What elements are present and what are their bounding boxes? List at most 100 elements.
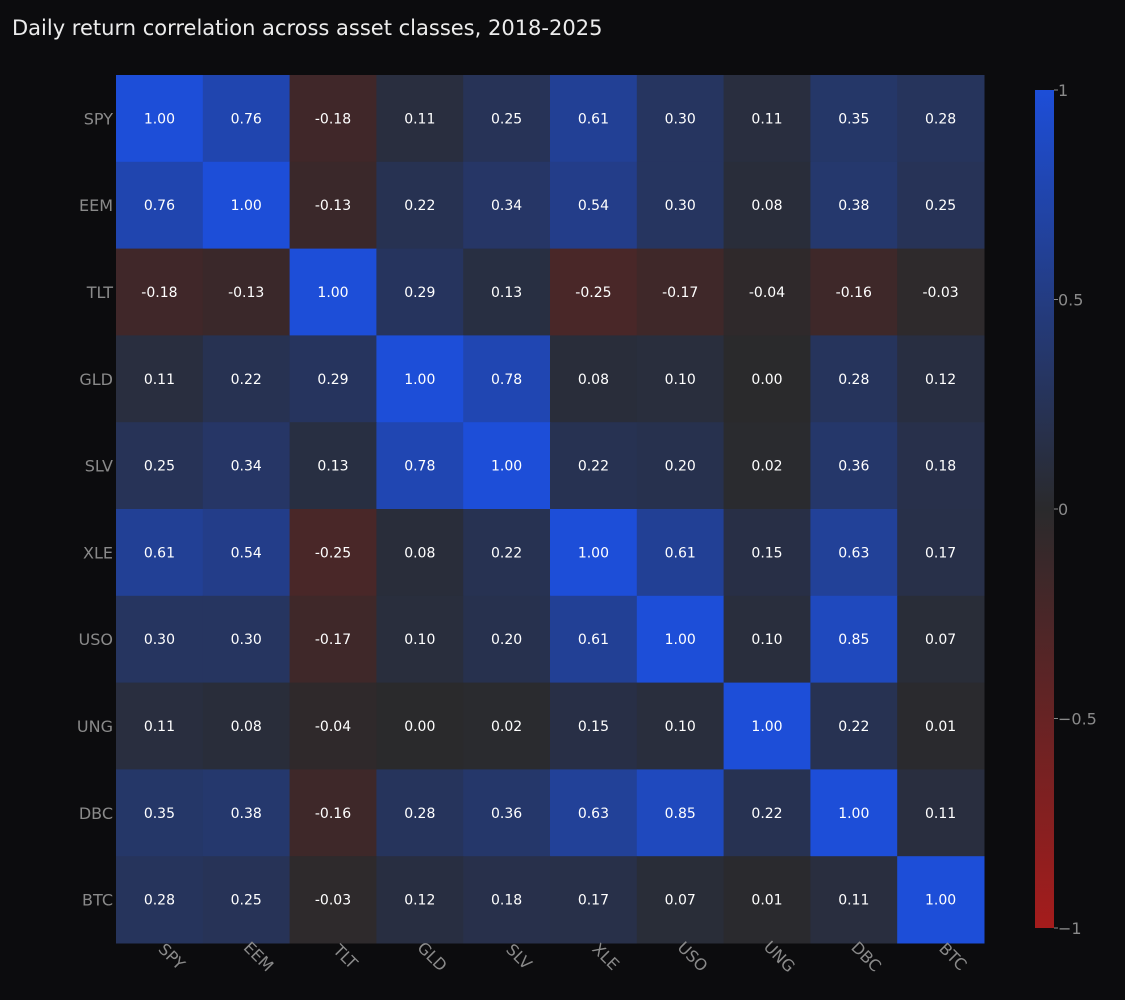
cell-value-label: 0.08 <box>404 545 435 561</box>
heatmap-cell <box>550 248 638 336</box>
y-tick-label: DBC <box>79 804 113 823</box>
heatmap-cell <box>289 769 377 857</box>
cell-value-label: 0.78 <box>491 372 522 388</box>
y-tick-label: XLE <box>83 543 113 562</box>
cell-value-label: 0.22 <box>404 198 435 214</box>
chart-title: Daily return correlation across asset cl… <box>12 16 603 40</box>
heatmap-cell <box>289 422 377 510</box>
x-tick-label: GLD <box>414 938 451 975</box>
heatmap-cell <box>636 856 725 944</box>
cell-value-label: 0.61 <box>665 545 696 561</box>
cell-value-label: 0.17 <box>925 545 956 561</box>
cell-value-label: 0.78 <box>404 459 435 475</box>
cell-value-label: 0.07 <box>925 632 956 648</box>
heatmap-cell <box>636 248 725 336</box>
cell-value-label: 0.02 <box>751 459 782 475</box>
heatmap-cell <box>897 595 985 684</box>
cell-value-label: 0.15 <box>578 719 609 735</box>
cell-value-label: 1.00 <box>491 459 522 475</box>
cell-value-label: 0.00 <box>404 719 435 735</box>
heatmap-cell <box>463 75 551 163</box>
cell-value-label: 0.08 <box>578 372 609 388</box>
heatmap-cell <box>376 509 464 597</box>
heatmap-cell <box>376 595 464 684</box>
cell-value-label: 1.00 <box>751 719 782 735</box>
heatmap-cell <box>810 422 898 510</box>
cell-value-label: 0.85 <box>665 806 696 822</box>
cell-value-label: 0.12 <box>925 372 956 388</box>
cell-value-label: 0.18 <box>491 893 522 909</box>
y-tick-label: GLD <box>79 370 113 389</box>
cell-value-label: 0.29 <box>404 285 435 301</box>
heatmap-cell <box>463 422 551 510</box>
heatmap-cell <box>116 335 204 423</box>
heatmap-cell <box>116 161 204 250</box>
cell-value-label: 0.25 <box>491 111 522 127</box>
cell-value-label: 0.25 <box>925 198 956 214</box>
heatmap-cell <box>550 769 638 857</box>
heatmap-cell <box>810 509 898 597</box>
cell-value-label: -0.03 <box>315 893 351 909</box>
cell-value-label: 0.35 <box>838 111 869 127</box>
cell-value-label: -0.04 <box>315 719 351 735</box>
cell-value-label: 0.11 <box>838 893 869 909</box>
cell-value-label: 0.38 <box>231 806 262 822</box>
cell-value-label: 0.01 <box>751 893 782 909</box>
cell-value-label: 0.30 <box>231 632 262 648</box>
heatmap-cell <box>723 75 811 163</box>
heatmap-cell <box>202 682 291 770</box>
heatmap-cell <box>810 769 898 857</box>
heatmap-cell <box>463 595 551 684</box>
colorbar-tick-label: −1 <box>1058 919 1082 938</box>
cell-value-label: 1.00 <box>404 372 435 388</box>
heatmap-cell <box>289 75 377 163</box>
cell-value-label: -0.25 <box>575 285 611 301</box>
cell-value-label: 0.08 <box>751 198 782 214</box>
cell-value-label: 0.10 <box>404 632 435 648</box>
heatmap-cell <box>376 682 464 770</box>
cell-value-label: 1.00 <box>317 285 348 301</box>
colorbar <box>1035 90 1054 928</box>
cell-value-label: -0.16 <box>315 806 351 822</box>
heatmap-cell <box>463 161 551 250</box>
cell-value-label: 0.22 <box>491 545 522 561</box>
heatmap-cell <box>723 509 811 597</box>
heatmap-cell <box>289 682 377 770</box>
cell-value-label: 0.22 <box>578 459 609 475</box>
heatmap-cell <box>202 335 291 423</box>
heatmap-cell <box>289 161 377 250</box>
heatmap-cell <box>463 248 551 336</box>
heatmap-cell <box>463 856 551 944</box>
cell-value-label: 0.11 <box>144 719 175 735</box>
cell-value-label: -0.18 <box>315 111 351 127</box>
x-tick-label: EEM <box>240 938 277 975</box>
heatmap-cell <box>897 161 985 250</box>
cell-value-label: 0.15 <box>751 545 782 561</box>
heatmap-cell <box>723 335 811 423</box>
heatmap-cell <box>810 856 898 944</box>
heatmap-cell <box>897 422 985 510</box>
cell-value-label: 0.76 <box>144 198 175 214</box>
heatmap-cell <box>636 509 725 597</box>
heatmap-cell <box>897 509 985 597</box>
heatmap-cell <box>550 856 638 944</box>
heatmap-cell <box>636 422 725 510</box>
heatmap-cell <box>202 75 291 163</box>
colorbar-tick-label: 0 <box>1058 500 1068 519</box>
cell-value-label: 0.29 <box>317 372 348 388</box>
cell-value-label: 0.30 <box>665 198 696 214</box>
cell-value-label: 0.28 <box>144 893 175 909</box>
cell-value-label: 0.28 <box>404 806 435 822</box>
heatmap-cell <box>116 75 204 163</box>
cell-value-label: 1.00 <box>838 806 869 822</box>
heatmap-cell <box>289 335 377 423</box>
cell-value-label: -0.17 <box>315 632 351 648</box>
cell-value-label: 0.00 <box>751 372 782 388</box>
cell-value-label: 1.00 <box>578 545 609 561</box>
y-tick-label: EEM <box>79 196 113 215</box>
cell-value-label: 0.22 <box>751 806 782 822</box>
heatmap-cell <box>289 595 377 684</box>
heatmap-cell <box>723 769 811 857</box>
cell-value-label: 0.76 <box>231 111 262 127</box>
cell-value-label: -0.16 <box>836 285 872 301</box>
